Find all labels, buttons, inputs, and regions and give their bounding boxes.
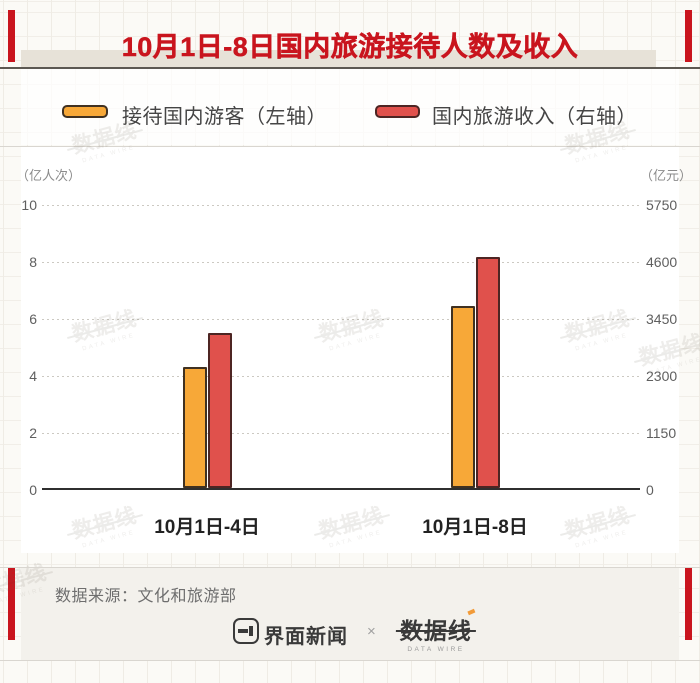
right-axis-unit: （亿元） <box>639 168 692 183</box>
footer-separator: × <box>367 623 376 640</box>
legend-divider <box>0 146 700 147</box>
datawire-logo: 数据线 DATA WIRE <box>398 608 476 653</box>
bar-revenue-2 <box>475 257 500 488</box>
legend-label-visitors: 接待国内游客（左轴） <box>122 106 327 128</box>
accent-bar-bottom-right <box>685 567 692 640</box>
gridline-4 <box>42 376 640 377</box>
gridline-10 <box>42 205 640 206</box>
category-label-2: 10月1日-8日 <box>422 517 528 538</box>
datawire-subtitle: DATA WIRE <box>407 646 465 653</box>
footer-band <box>21 568 679 660</box>
left-tick-0: 0 <box>29 482 37 498</box>
legend-swatch-revenue <box>375 105 420 118</box>
legend-background <box>21 69 679 145</box>
left-tick-10: 10 <box>21 197 37 213</box>
right-tick-3450: 3450 <box>646 311 678 327</box>
left-axis-unit: （亿人次） <box>16 168 82 183</box>
right-tick-0: 0 <box>646 482 654 498</box>
datawire-wordmark: 数据线 <box>399 608 476 646</box>
left-tick-8: 8 <box>29 254 37 270</box>
jiemian-icon-mark2 <box>249 626 253 636</box>
gridline-6 <box>42 319 640 320</box>
gridline-2 <box>42 433 640 434</box>
jiemian-icon-mark <box>238 629 248 633</box>
jiemian-news-wordmark: 界面新闻 <box>264 626 348 648</box>
data-source-note: 数据来源：文化和旅游部 <box>55 588 237 605</box>
bar-revenue-1 <box>207 333 232 488</box>
header: 10月1日-8日国内旅游接待人数及收入 <box>0 26 700 62</box>
title-underline-band <box>21 50 656 67</box>
bar-visitors-2 <box>450 306 475 488</box>
header-divider <box>0 67 700 69</box>
right-tick-1150: 1150 <box>646 425 677 441</box>
legend-swatch-visitors <box>62 105 108 118</box>
accent-bar-top-right <box>685 10 692 62</box>
footer-top-divider <box>0 567 700 568</box>
plot-background <box>21 146 679 553</box>
left-tick-2: 2 <box>29 425 37 441</box>
accent-bar-top-left <box>8 10 15 62</box>
x-axis-line <box>42 488 640 490</box>
page-title: 10月1日-8日国内旅游接待人数及收入 <box>121 31 579 62</box>
legend-label-revenue: 国内旅游收入（右轴） <box>432 106 637 128</box>
gridline-8 <box>42 262 640 263</box>
right-tick-5750: 5750 <box>646 197 678 213</box>
left-tick-6: 6 <box>29 311 37 327</box>
bar-visitors-1 <box>182 367 207 488</box>
category-label-1: 10月1日-4日 <box>154 517 260 538</box>
right-tick-4600: 4600 <box>646 254 678 270</box>
jiemian-news-logo-icon <box>233 618 259 644</box>
footer-bottom-divider <box>0 660 700 661</box>
right-tick-2300: 2300 <box>646 368 678 384</box>
left-tick-4: 4 <box>29 368 37 384</box>
accent-bar-bottom-left <box>8 567 15 640</box>
